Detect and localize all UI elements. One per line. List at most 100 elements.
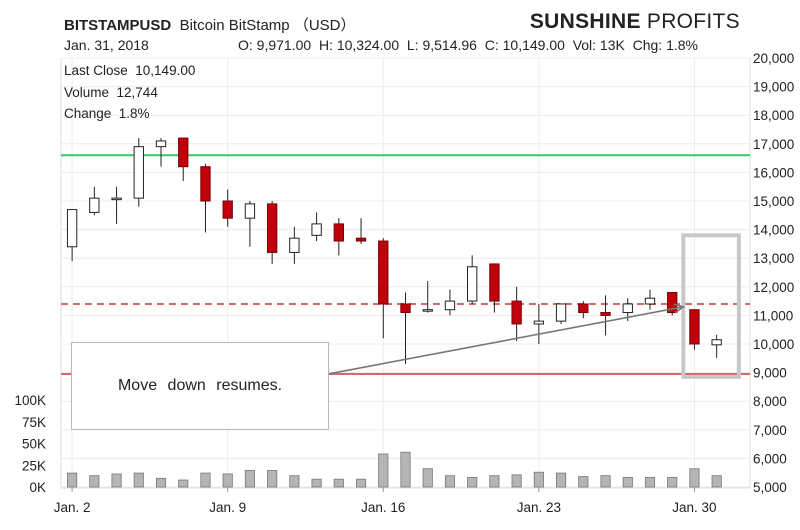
volume-bar: [355, 478, 367, 488]
price-tick-label: 10,000: [753, 337, 794, 352]
highlight-box: [681, 233, 741, 379]
volume-bar: [155, 477, 167, 488]
volume-bar: [533, 471, 544, 488]
candle-up: [311, 223, 322, 236]
candle-up: [155, 140, 167, 148]
candle-up: [89, 197, 100, 213]
volume-bar: [67, 472, 78, 488]
volume-tick-label: 100K: [14, 393, 46, 408]
candles: [66, 137, 722, 365]
volume-bar: [111, 473, 122, 488]
currency: （USD）: [293, 17, 356, 34]
chart-date: Jan. 31, 2018: [64, 37, 149, 53]
volume-tick-label: 25K: [22, 458, 46, 473]
price-tick-label: 17,000: [753, 137, 794, 152]
candle-down: [489, 263, 500, 302]
price-tick-label: 9,000: [753, 366, 787, 381]
price-tick-label: 16,000: [753, 165, 794, 180]
volume-bar: [667, 477, 678, 488]
volume-bar: [467, 477, 478, 488]
volume-bar: [222, 473, 233, 488]
candle-down: [689, 309, 700, 345]
price-tick-label: 5,000: [753, 480, 787, 495]
brand-logo: SUNSHINE PROFITS: [530, 10, 740, 34]
candle-down: [667, 292, 678, 314]
volume-bar: [178, 479, 189, 488]
ohlc-readout: O: 9,971.00 H: 10,324.00 L: 9,514.96 C: …: [238, 37, 698, 53]
price-tick-label: 13,000: [753, 251, 794, 266]
arrow-head: [673, 303, 686, 314]
x-tick-label: Jan. 2: [54, 500, 91, 515]
candle-up: [555, 303, 567, 322]
volume-bar: [289, 475, 300, 488]
candle-down: [178, 137, 189, 168]
price-tick-label: 18,000: [753, 108, 794, 123]
volume-bar: [400, 451, 411, 488]
volume-bar: [600, 475, 611, 488]
volume-tick-label: 50K: [22, 437, 46, 452]
volume-bar: [333, 478, 344, 488]
price-tick-label: 15,000: [753, 194, 794, 209]
volume-bar: [689, 468, 700, 488]
candle-down: [355, 237, 367, 242]
volume-bar: [311, 478, 322, 488]
volume-bar: [489, 475, 500, 488]
volume-bar: [267, 470, 278, 488]
asset-name: Bitcoin: [179, 17, 225, 34]
volume-bar: [444, 475, 456, 488]
trend-arrow: [327, 303, 686, 375]
candle-up: [133, 146, 144, 199]
volume-bar: [622, 477, 633, 488]
candle-down: [200, 166, 211, 202]
candle-up: [422, 309, 433, 312]
price-tick-label: 7,000: [753, 423, 787, 438]
annotation-callout: Move down resumes.: [71, 342, 329, 430]
price-tick-label: 6,000: [753, 451, 787, 466]
x-axis: Jan. 2 Jan. 9 Jan. 16 Jan. 23 Jan. 30: [54, 487, 717, 515]
volume-bar: [133, 472, 144, 488]
candle-up: [467, 266, 478, 302]
candle-down: [333, 223, 344, 242]
x-tick-label: Jan. 16: [361, 500, 405, 515]
candle-up: [622, 303, 633, 314]
price-tick-label: 19,000: [753, 80, 794, 95]
price-tick-label: 8,000: [753, 394, 787, 409]
candle-up: [111, 197, 122, 201]
candle-up: [711, 339, 722, 346]
candle-down: [600, 312, 611, 316]
volume-bar: [711, 475, 722, 488]
x-tick-label: Jan. 23: [517, 500, 561, 515]
arrow-shaft: [327, 306, 684, 375]
price-tick-label: 11,000: [753, 308, 793, 323]
candle-up: [533, 320, 545, 325]
symbol: BITSTAMPUSD: [64, 17, 172, 34]
candle-down: [378, 240, 389, 305]
volume-bar: [89, 475, 100, 488]
last-close: Last Close 10,149.00: [64, 63, 196, 78]
chart-title: BITSTAMPUSD Bitcoin BitStamp （USD）: [64, 14, 355, 35]
candle-up: [66, 209, 78, 248]
candle-down: [400, 303, 411, 314]
candle-up: [244, 203, 256, 219]
annotation-text: Move down resumes.: [117, 377, 283, 394]
volume-tick-label: 0K: [29, 480, 46, 495]
x-tick-label: Jan. 9: [209, 500, 246, 515]
candle-up: [289, 237, 300, 253]
exchange: BitStamp: [228, 17, 290, 34]
volume-tick-label: 75K: [22, 415, 46, 430]
volume-bar: [244, 470, 255, 488]
volume-bar: [556, 472, 567, 488]
volume-axis: 100K 75K 50K 25K 0K: [14, 393, 46, 495]
price-tick-label: 20,000: [753, 51, 794, 66]
volume-bar: [578, 476, 589, 488]
volume-bars: [67, 451, 722, 488]
x-tick-label: Jan. 30: [672, 500, 716, 515]
candle-down: [511, 300, 522, 325]
highlight-rect: [681, 233, 741, 379]
price-axis: 20,000 19,000 18,000 17,000 16,000 15,000 14,0…: [753, 51, 794, 495]
price-tick-label: 12,000: [753, 280, 794, 295]
volume-bar: [511, 474, 522, 488]
volume-bar: [200, 472, 211, 488]
candle-up: [444, 300, 456, 311]
